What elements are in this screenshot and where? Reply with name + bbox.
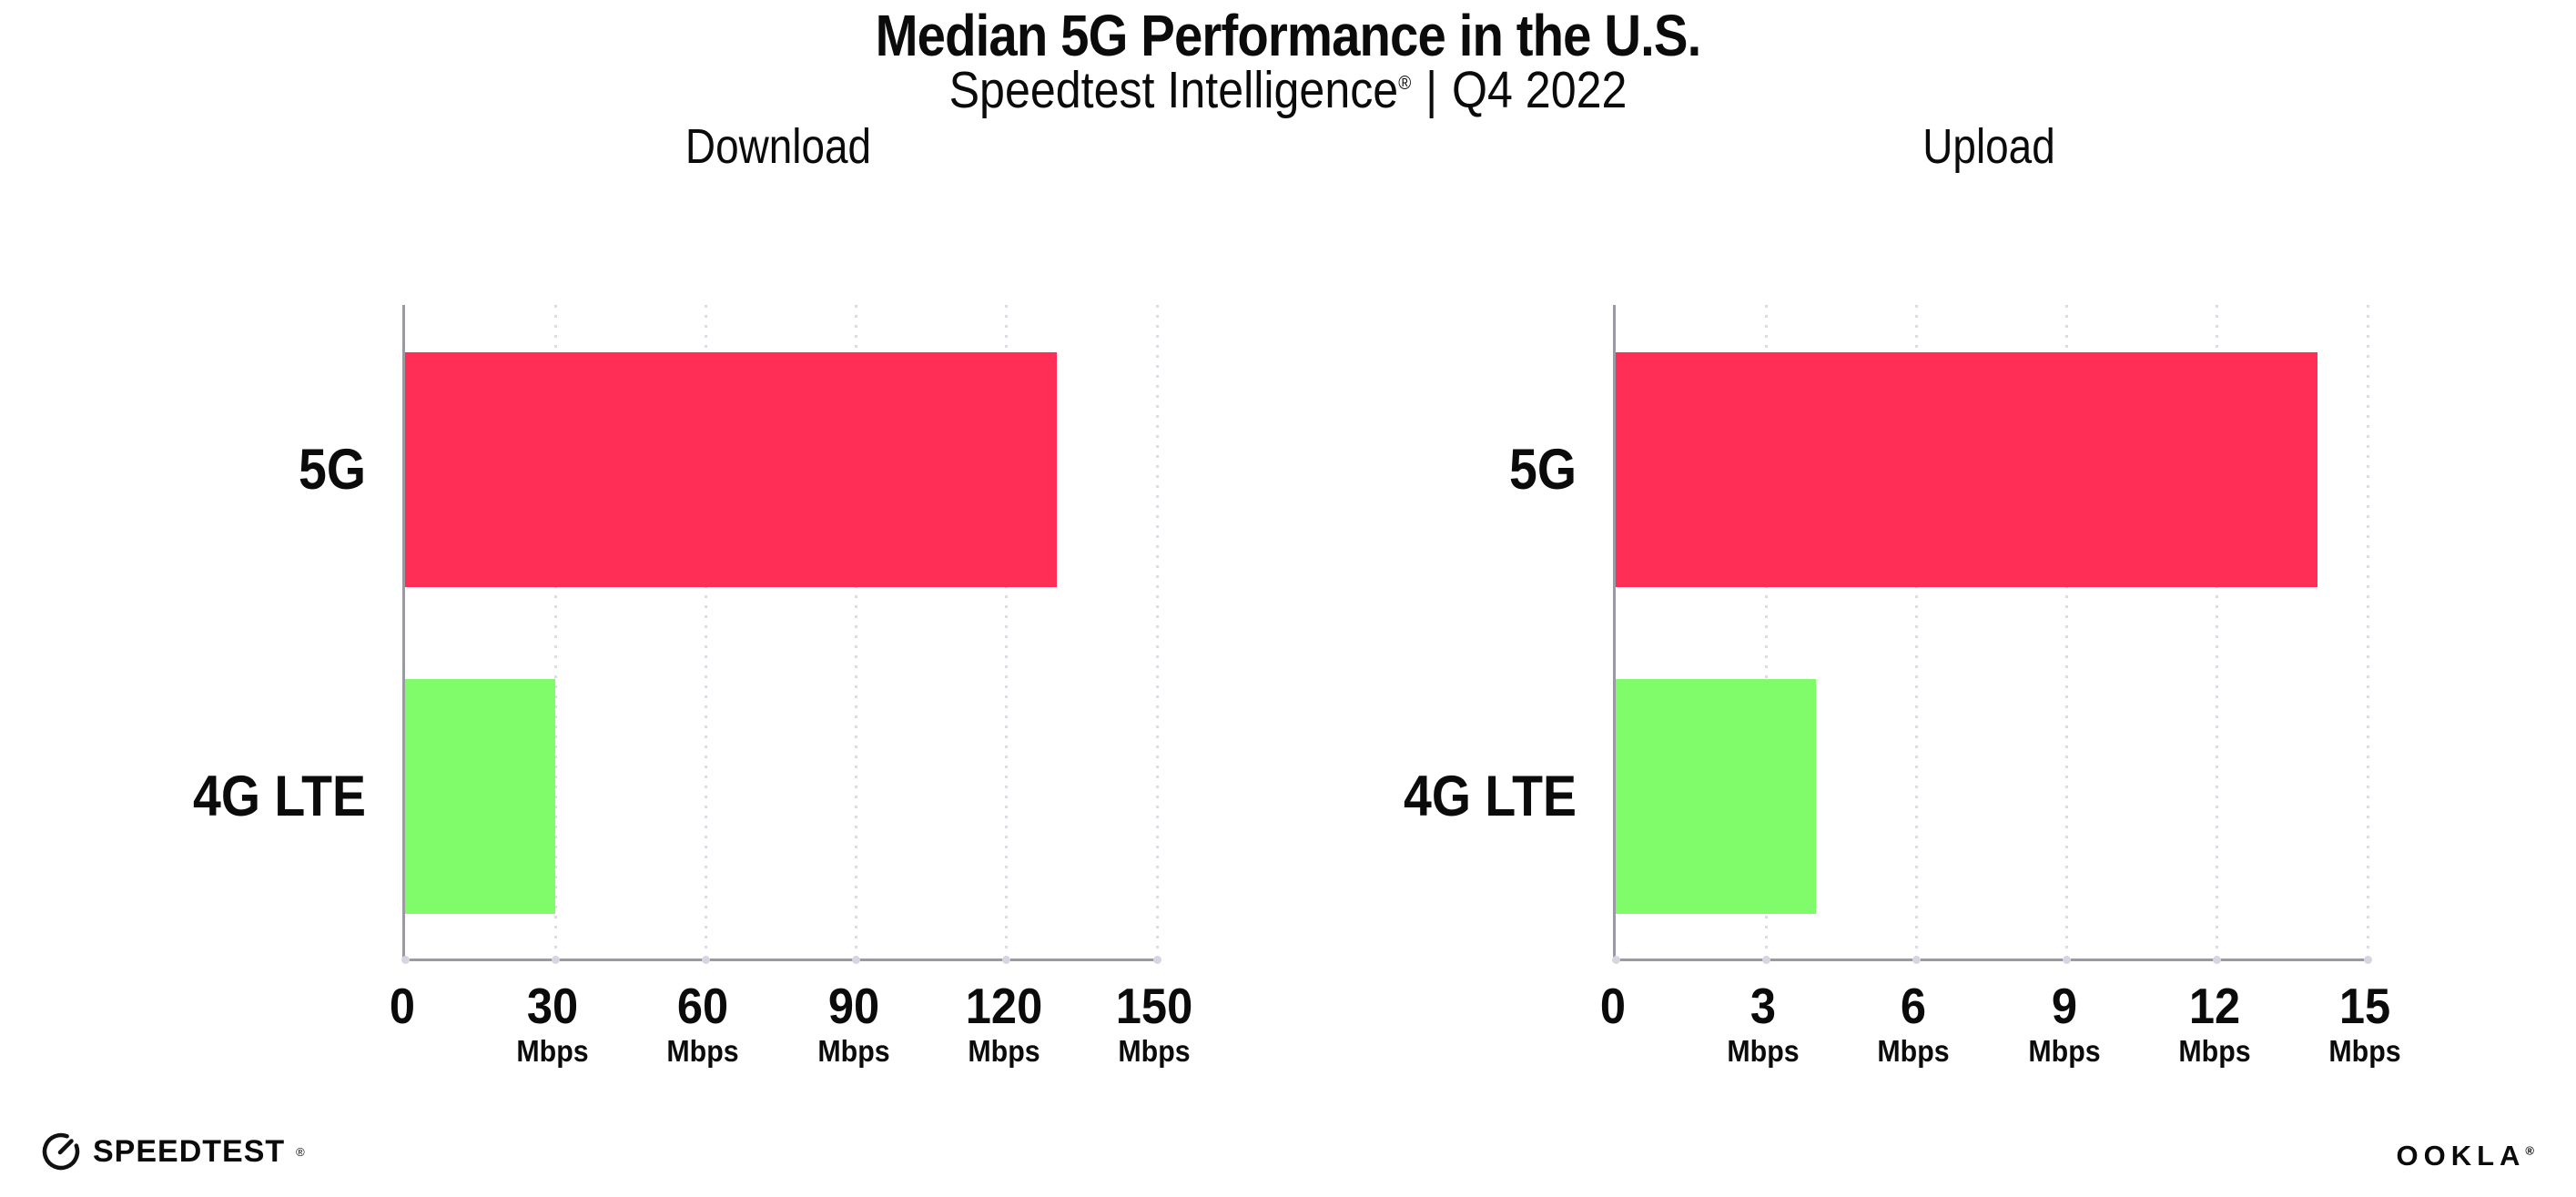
axis-tick-dot	[1152, 956, 1161, 964]
x-tick-unit: Mbps	[816, 1034, 890, 1068]
x-tick-value: 9	[2051, 978, 2077, 1034]
upload-panel-title: Upload	[1922, 119, 2055, 174]
subtitle-separator: |	[1425, 61, 1438, 119]
speedtest-wordmark: SPEEDTEST	[93, 1133, 286, 1169]
x-tick-unit: Mbps	[2328, 1034, 2401, 1068]
x-tick-label: 30 Mbps	[452, 979, 653, 1070]
axis-tick-dot	[401, 956, 410, 964]
x-tick-unit: Mbps	[1877, 1034, 1951, 1068]
x-tick-unit: Mbps	[666, 1034, 740, 1068]
category-label-5g: 5G	[1509, 438, 1577, 502]
axis-tick-dot	[2363, 956, 2372, 964]
speedtest-registered-mark: ®	[296, 1144, 305, 1159]
speedtest-gauge-icon	[42, 1132, 80, 1171]
axis-tick-dot	[701, 956, 710, 964]
x-tick-label: 0	[1513, 979, 1713, 1032]
x-tick-label: 3 Mbps	[1663, 979, 1863, 1070]
axis-tick-dot	[2063, 956, 2072, 964]
bar-4g-lte	[405, 679, 556, 914]
x-tick-label: 120 Mbps	[904, 979, 1104, 1070]
x-tick-label: 9 Mbps	[1964, 979, 2165, 1070]
gridline-30	[553, 305, 557, 959]
axis-tick-dot	[1761, 956, 1770, 964]
gridline-120	[1005, 305, 1009, 959]
upload-plot-area	[1611, 305, 2372, 964]
x-tick-unit: Mbps	[2027, 1034, 2101, 1068]
x-tick-label: 150 Mbps	[1054, 979, 1254, 1070]
axis-tick-dot	[1611, 956, 1620, 964]
x-tick-value: 90	[827, 978, 879, 1034]
ookla-logo: OOKLA®	[2396, 1140, 2540, 1172]
x-tick-unit: Mbps	[1118, 1034, 1191, 1068]
subtitle-period: Q4 2022	[1451, 61, 1628, 119]
gridline-12	[2216, 305, 2219, 959]
x-tick-value: 3	[1750, 978, 1777, 1034]
axis-tick-dot	[852, 956, 861, 964]
x-tick-value: 0	[1599, 978, 1627, 1034]
axis-tick-dot	[2213, 956, 2222, 964]
bar-5g	[405, 352, 1057, 587]
x-tick-value: 12	[2188, 978, 2240, 1034]
x-tick-label: 60 Mbps	[603, 979, 803, 1070]
bar-5g	[1616, 352, 2317, 587]
gridline-60	[704, 305, 707, 959]
gridline-9	[2065, 305, 2069, 959]
speedtest-logo: SPEEDTEST ®	[40, 1131, 305, 1172]
x-tick-value: 60	[677, 978, 729, 1034]
x-tick-value: 150	[1115, 978, 1193, 1034]
gridline-3	[1764, 305, 1768, 959]
bar-4g-lte	[1616, 679, 1817, 914]
x-tick-label: 0	[302, 979, 502, 1032]
axis-tick-dot	[1002, 956, 1011, 964]
x-tick-label: 15 Mbps	[2265, 979, 2465, 1070]
x-tick-value: 0	[389, 978, 416, 1034]
gridline-150	[1155, 305, 1159, 959]
category-label-4g-lte: 4G LTE	[193, 765, 366, 828]
gridline-15	[2366, 305, 2369, 959]
download-plot-area	[401, 305, 1161, 964]
x-tick-unit: Mbps	[1727, 1034, 1800, 1068]
category-label-4g-lte: 4G LTE	[1404, 765, 1577, 828]
x-tick-label: 90 Mbps	[754, 979, 954, 1070]
x-tick-unit: Mbps	[968, 1034, 1040, 1068]
x-tick-label: 12 Mbps	[2115, 979, 2315, 1070]
x-tick-unit: Mbps	[2178, 1034, 2251, 1068]
x-tick-value: 120	[965, 978, 1043, 1034]
category-label-5g: 5G	[299, 438, 366, 502]
gridline-6	[1914, 305, 1918, 959]
ookla-registered-mark: ®	[2525, 1143, 2540, 1158]
axis-tick-dot	[551, 956, 560, 964]
x-tick-value: 6	[1901, 978, 1927, 1034]
x-tick-unit: Mbps	[516, 1034, 589, 1068]
x-tick-value: 15	[2338, 978, 2391, 1034]
page-title: Median 5G Performance in the U.S.	[875, 3, 1702, 68]
subtitle-brand: Speedtest Intelligence	[948, 61, 1399, 119]
axis-tick-dot	[1912, 956, 1921, 964]
page-subtitle: Speedtest Intelligence® | Q4 2022	[155, 60, 2421, 120]
ookla-wordmark: OOKLA	[2396, 1140, 2526, 1172]
registered-mark: ®	[1398, 71, 1412, 94]
x-tick-label: 6 Mbps	[1813, 979, 2013, 1070]
download-panel-title: Download	[685, 119, 872, 174]
x-tick-value: 30	[527, 978, 579, 1034]
gridline-90	[855, 305, 858, 959]
